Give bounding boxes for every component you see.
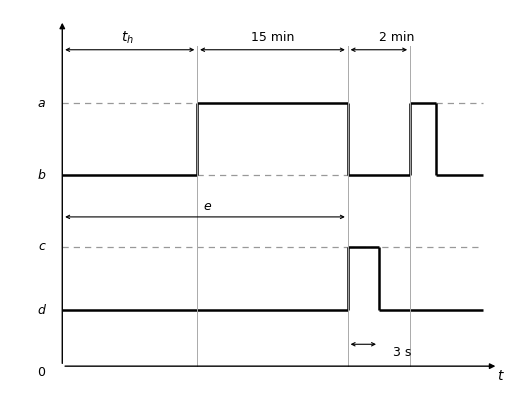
- Text: b: b: [37, 169, 46, 181]
- Text: $t_h$: $t_h$: [121, 29, 133, 46]
- Text: 3 s: 3 s: [393, 346, 412, 359]
- Text: $t$: $t$: [497, 369, 505, 383]
- Text: a: a: [38, 97, 45, 110]
- Text: d: d: [37, 304, 46, 317]
- Text: c: c: [38, 240, 45, 253]
- Text: e: e: [204, 201, 211, 213]
- Text: 15 min: 15 min: [251, 31, 294, 44]
- Text: 2 min: 2 min: [379, 31, 415, 44]
- Text: 0: 0: [37, 366, 46, 378]
